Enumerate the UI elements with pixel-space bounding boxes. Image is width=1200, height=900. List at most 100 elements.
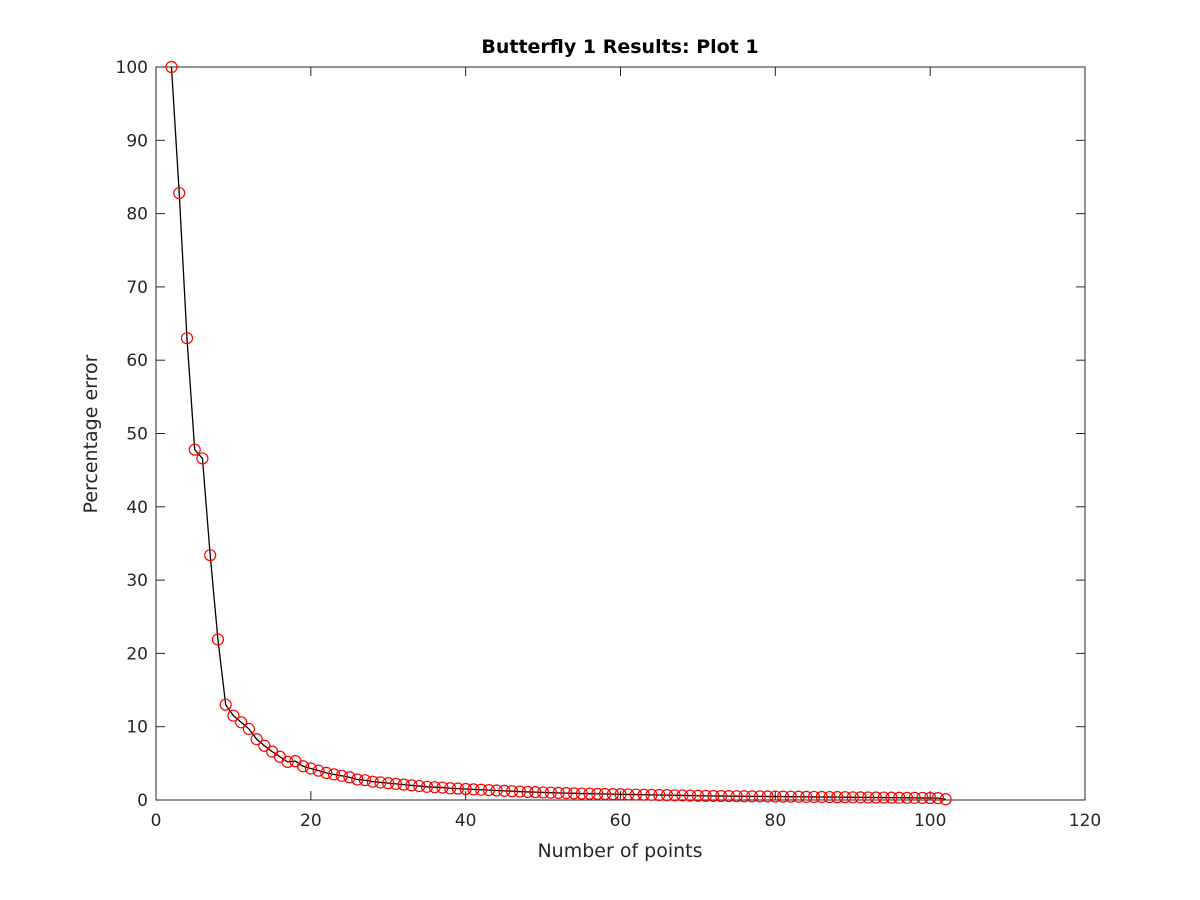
data-point	[188, 443, 201, 456]
data-point	[815, 790, 828, 804]
data-point	[529, 786, 542, 799]
data-point	[629, 788, 643, 801]
data-point	[451, 782, 465, 795]
data-point	[521, 785, 534, 799]
x-tick-label: 60	[610, 811, 632, 831]
data-point	[382, 777, 395, 790]
data-point	[691, 789, 705, 802]
data-point	[567, 787, 581, 800]
data-point	[312, 764, 325, 777]
data-point	[722, 790, 735, 803]
data-point	[668, 789, 681, 802]
data-point	[405, 779, 418, 792]
data-point	[358, 774, 372, 787]
data-point	[838, 791, 852, 804]
y-tick-label: 40	[126, 498, 148, 518]
data-point	[165, 60, 178, 74]
data-point	[645, 788, 658, 801]
y-tick-label: 100	[116, 58, 148, 78]
data-point	[614, 788, 627, 801]
data-point	[792, 790, 805, 803]
data-point	[513, 785, 526, 798]
data-point	[544, 786, 557, 799]
y-tick-label: 70	[126, 278, 148, 298]
data-point	[575, 787, 588, 800]
data-point	[699, 789, 712, 803]
data-point	[536, 786, 550, 799]
series-markers-group	[165, 60, 952, 806]
x-tick-label: 100	[914, 811, 946, 831]
data-point	[560, 787, 573, 800]
data-point	[482, 783, 495, 797]
y-tick-label: 30	[126, 571, 148, 591]
axes: 0 20 40 60 80 100 120 0 10 20 30 40 50 60 70 80 90 100	[116, 58, 1102, 831]
data-point	[374, 776, 387, 789]
data-point	[351, 773, 364, 786]
y-tick-label: 10	[126, 718, 148, 738]
data-point	[854, 791, 867, 804]
data-point	[180, 332, 194, 345]
data-point	[730, 790, 743, 803]
data-point	[637, 788, 650, 801]
data-point	[846, 791, 859, 804]
data-point	[173, 186, 186, 200]
y-tick-label: 60	[126, 351, 148, 371]
data-point	[420, 780, 434, 793]
data-point	[885, 791, 898, 804]
data-point	[413, 779, 426, 793]
data-point	[622, 788, 635, 801]
data-point	[707, 789, 720, 803]
data-point	[335, 769, 348, 782]
plot-area-frame	[155, 66, 1086, 801]
data-point	[776, 790, 790, 803]
data-point	[498, 784, 511, 797]
data-point	[235, 716, 248, 729]
data-point	[761, 790, 774, 803]
data-point	[204, 549, 217, 562]
data-point	[296, 760, 310, 773]
data-point	[467, 783, 480, 796]
data-point	[900, 791, 914, 804]
data-point	[753, 790, 766, 803]
x-tick-label: 120	[1069, 811, 1101, 831]
data-point	[320, 766, 333, 779]
data-point	[598, 787, 612, 801]
data-point	[676, 789, 689, 802]
data-point	[428, 781, 441, 794]
data-point	[436, 781, 449, 794]
series-line-group	[170, 66, 946, 800]
data-point	[242, 722, 255, 736]
data-point	[459, 782, 472, 796]
data-point	[490, 784, 503, 797]
data-point	[327, 768, 341, 781]
data-point	[715, 789, 728, 803]
data-point	[258, 739, 271, 752]
data-point	[931, 791, 945, 805]
y-tick-label: 20	[126, 644, 148, 664]
data-point	[552, 786, 565, 799]
data-point	[869, 791, 883, 804]
data-point	[893, 791, 906, 804]
data-point	[684, 789, 697, 802]
data-point	[475, 783, 488, 796]
data-point	[746, 790, 759, 803]
y-axis-label: Percentage error	[80, 354, 102, 513]
x-axis-label: Number of points	[537, 840, 702, 862]
data-point	[877, 791, 890, 804]
data-point	[304, 762, 317, 775]
data-point	[924, 791, 937, 805]
data-point	[583, 787, 596, 800]
data-point	[769, 790, 782, 803]
series-line	[170, 66, 946, 800]
x-tick-label: 0	[151, 811, 162, 831]
y-tick-label: 90	[126, 131, 148, 151]
data-point	[606, 788, 619, 801]
data-point	[219, 698, 232, 711]
data-point	[196, 452, 209, 465]
data-point	[227, 709, 240, 722]
data-point	[908, 791, 921, 804]
y-tick-label: 80	[126, 205, 148, 225]
data-point	[591, 787, 604, 800]
